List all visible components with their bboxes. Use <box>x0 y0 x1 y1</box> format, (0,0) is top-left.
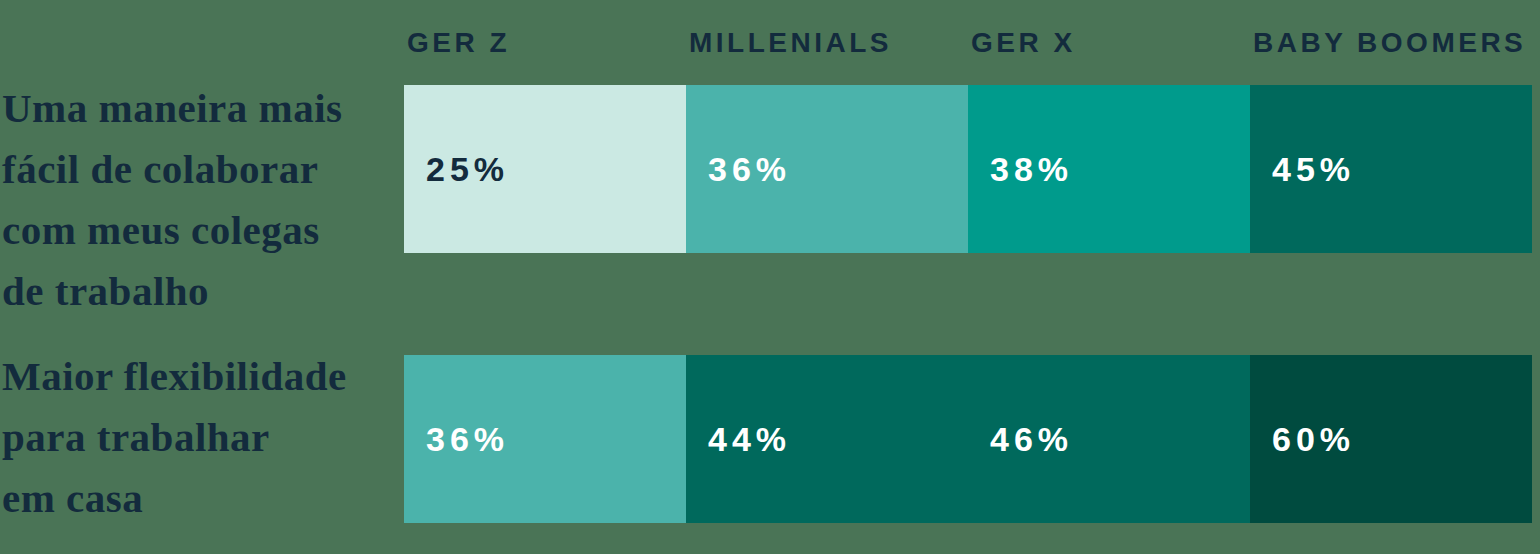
bar-row-flexibility: 36% 44% 46% 60% <box>404 355 1532 523</box>
row-label-line: de trabalho <box>2 261 400 322</box>
bar-cell-row1-ger-z: 25% <box>404 85 686 253</box>
column-header-ger-x: GER X <box>968 27 1250 59</box>
value-label-row2-millenials: 44% <box>708 420 791 459</box>
bar-cell-row2-ger-z: 36% <box>404 355 686 523</box>
column-header-ger-z: GER Z <box>404 27 686 59</box>
value-label-row2-ger-x: 46% <box>990 420 1073 459</box>
row-label-line: em casa <box>2 468 400 529</box>
row-label-line: fácil de colaborar <box>2 139 400 200</box>
value-label-row2-ger-z: 36% <box>426 420 509 459</box>
bar-cell-row1-millenials: 36% <box>686 85 968 253</box>
value-label-row1-ger-x: 38% <box>990 150 1073 189</box>
row-label-flexibility: Maior flexibilidade para trabalhar em ca… <box>2 346 400 529</box>
row-label-collaboration: Uma maneira mais fácil de colaborar com … <box>2 78 400 322</box>
value-label-row2-baby-boomers: 60% <box>1272 420 1355 459</box>
generation-comparison-chart: GER Z MILLENIALS GER X BABY BOOMERS Uma … <box>0 0 1540 554</box>
bar-cell-row1-baby-boomers: 45% <box>1250 85 1532 253</box>
column-headers-row: GER Z MILLENIALS GER X BABY BOOMERS <box>404 27 1532 59</box>
value-label-row1-baby-boomers: 45% <box>1272 150 1355 189</box>
bar-cell-row2-ger-x: 46% <box>968 355 1250 523</box>
value-label-row1-millenials: 36% <box>708 150 791 189</box>
bar-cell-row2-millenials: 44% <box>686 355 968 523</box>
row-label-line: com meus colegas <box>2 200 400 261</box>
column-header-baby-boomers: BABY BOOMERS <box>1250 27 1532 59</box>
value-label-row1-ger-z: 25% <box>426 150 509 189</box>
bar-row-collaboration: 25% 36% 38% 45% <box>404 85 1532 253</box>
column-header-millenials: MILLENIALS <box>686 27 968 59</box>
row-label-line: Uma maneira mais <box>2 78 400 139</box>
row-label-line: para trabalhar <box>2 407 400 468</box>
bar-cell-row1-ger-x: 38% <box>968 85 1250 253</box>
bar-cell-row2-baby-boomers: 60% <box>1250 355 1532 523</box>
row-label-line: Maior flexibilidade <box>2 346 400 407</box>
